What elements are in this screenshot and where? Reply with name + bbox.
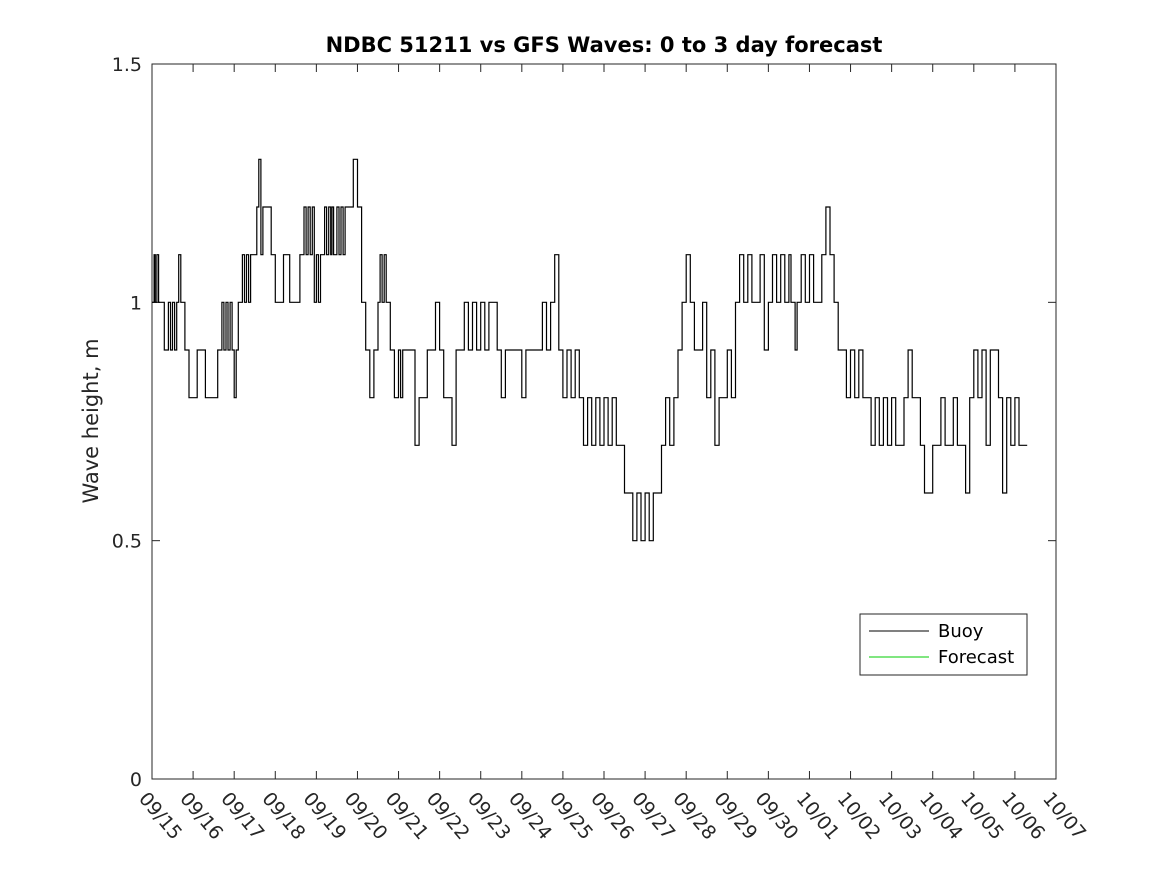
- legend-box: [859, 613, 1028, 676]
- legend-buoy-label: Buoy: [938, 621, 984, 642]
- legend-forecast-label: Forecast: [938, 647, 1014, 668]
- y-tick-label: 0: [130, 769, 142, 791]
- series-line-buoy: [152, 158, 1028, 542]
- y-tick-label: 1: [130, 292, 142, 314]
- legend: Buoy Forecast: [859, 613, 1028, 676]
- chart-title: NDBC 51211 vs GFS Waves: 0 to 3 day fore…: [326, 33, 883, 57]
- y-tick-label: 0.5: [112, 531, 142, 553]
- y-tick-label: 1.5: [112, 54, 142, 76]
- y-axis-label: Wave height, m: [79, 338, 103, 503]
